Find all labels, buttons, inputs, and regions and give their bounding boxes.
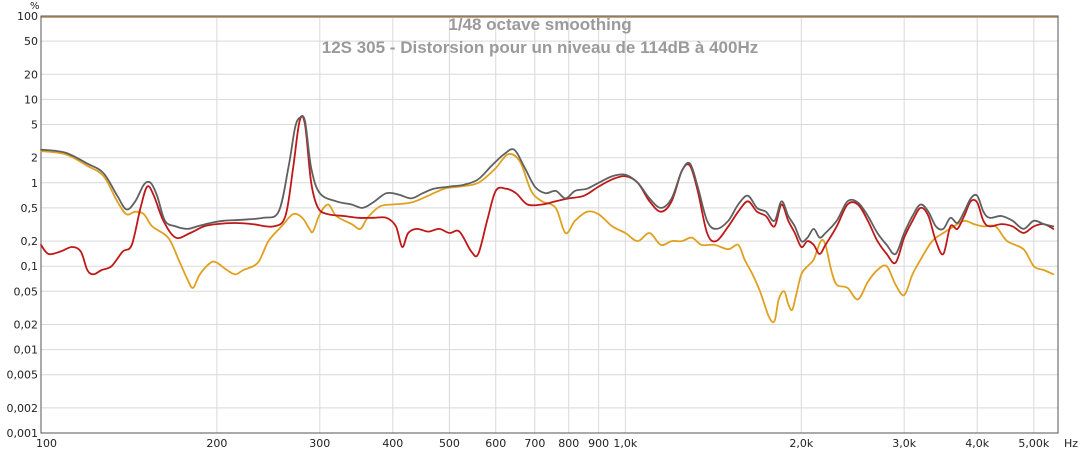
x-tick-label: 4,0k [965, 437, 989, 450]
y-tick-label: 0,1 [21, 260, 39, 273]
y-tick-label: 0,05 [14, 285, 39, 298]
x-tick-label: 100 [36, 437, 57, 450]
x-tick-label: 400 [382, 437, 403, 450]
x-tick-label: 5,00k [1018, 437, 1049, 450]
y-tick-label: 5 [31, 119, 38, 132]
y-tick-label: 20 [24, 68, 38, 81]
y-axis-unit: % [30, 1, 40, 12]
x-tick-label: 600 [485, 437, 506, 450]
chart-title: 1/48 octave smoothing [448, 15, 631, 34]
series-layer [40, 115, 1055, 324]
y-tick-label: 0,01 [14, 344, 39, 357]
x-tick-label: 300 [309, 437, 330, 450]
y-tick-label: 1 [31, 177, 38, 190]
x-tick-label: 1,0k [613, 437, 637, 450]
plot-frame [40, 15, 1059, 434]
y-tick-label: 0,005 [7, 369, 39, 382]
y-tick-label: 100 [17, 10, 38, 23]
series-line-red [40, 115, 1055, 276]
y-tick-label: 0,002 [7, 402, 39, 415]
x-tick-label: 900 [588, 437, 609, 450]
x-tick-label: 500 [439, 437, 460, 450]
x-tick-label: 700 [524, 437, 545, 450]
y-tick-label: 10 [24, 93, 38, 106]
grid-layer [41, 16, 1058, 433]
series-line-gray [40, 115, 1055, 256]
x-tick-label: 200 [206, 437, 227, 450]
y-tick-label: 0,02 [14, 318, 39, 331]
tick-labels: 100 200 300 400 500 600 700 800 900 1,0k 2,0k 3,0k 4… [7, 10, 1079, 450]
y-tick-label: 2 [31, 152, 38, 165]
chart-subtitle: 12S 305 - Distorsion pour un niveau de 1… [322, 38, 758, 57]
x-tick-label: 800 [558, 437, 579, 450]
x-tick-label: 3,0k [892, 437, 916, 450]
series-line-orange [40, 150, 1055, 324]
y-tick-label: 0,001 [7, 427, 39, 440]
x-tick-label: 2,0k [789, 437, 813, 450]
y-tick-label: 50 [24, 35, 38, 48]
y-tick-label: 0,5 [21, 202, 39, 215]
x-tick-label: Hz [1064, 437, 1078, 450]
y-tick-label: 0,2 [21, 235, 39, 248]
